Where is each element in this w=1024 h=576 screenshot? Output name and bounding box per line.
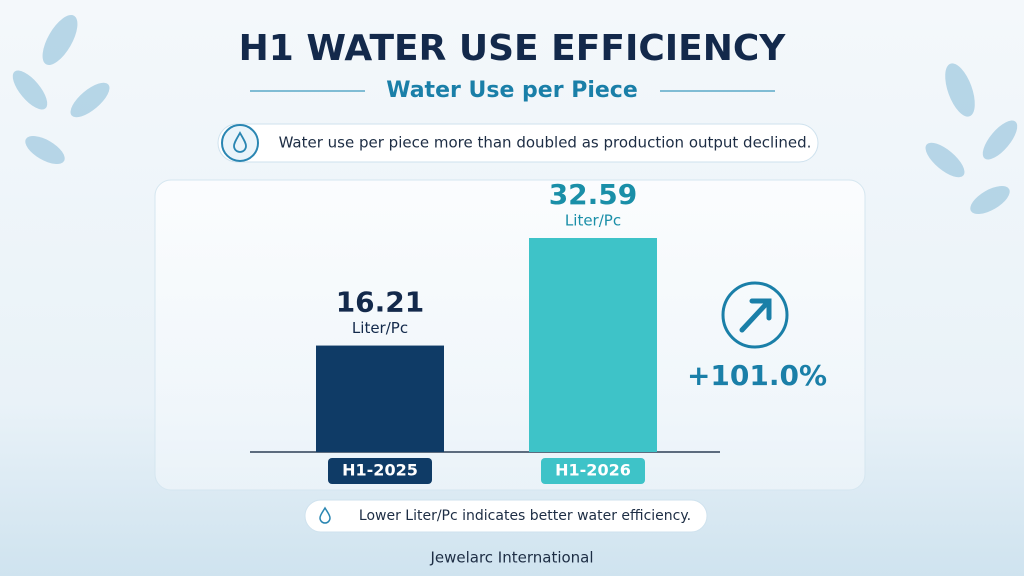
- footer: Jewelarc International: [429, 549, 593, 567]
- subtitle: Water Use per Piece: [386, 78, 638, 103]
- bar: [316, 345, 444, 452]
- drop-icon: [319, 506, 331, 524]
- category-pill: [541, 458, 645, 484]
- headline-pill: [217, 123, 819, 163]
- trend-icon: [739, 298, 772, 333]
- x-tick-label: H1-2025: [342, 461, 418, 480]
- leaf-decoration: [12, 15, 1018, 214]
- change-annotation: +101.0%: [687, 359, 827, 392]
- unit-label: Liter/Pc: [352, 319, 408, 337]
- title: H1 WATER USE EFFICIENCY: [239, 28, 787, 69]
- chart-panel: [154, 179, 866, 491]
- value-label: 32.59: [549, 178, 638, 211]
- unit-label: Liter/Pc: [565, 212, 621, 230]
- trend-icon: [721, 281, 789, 349]
- drop-icon: [221, 124, 259, 162]
- bar: [529, 238, 657, 452]
- x-tick-label: H1-2026: [555, 461, 631, 480]
- note-pill: [304, 499, 708, 533]
- headline: Water use per piece more than doubled as…: [279, 134, 812, 152]
- note: Lower Liter/Pc indicates better water ef…: [359, 508, 691, 524]
- category-pill: [328, 458, 432, 484]
- value-label: 16.21: [336, 286, 425, 319]
- drop-icon: [233, 131, 247, 153]
